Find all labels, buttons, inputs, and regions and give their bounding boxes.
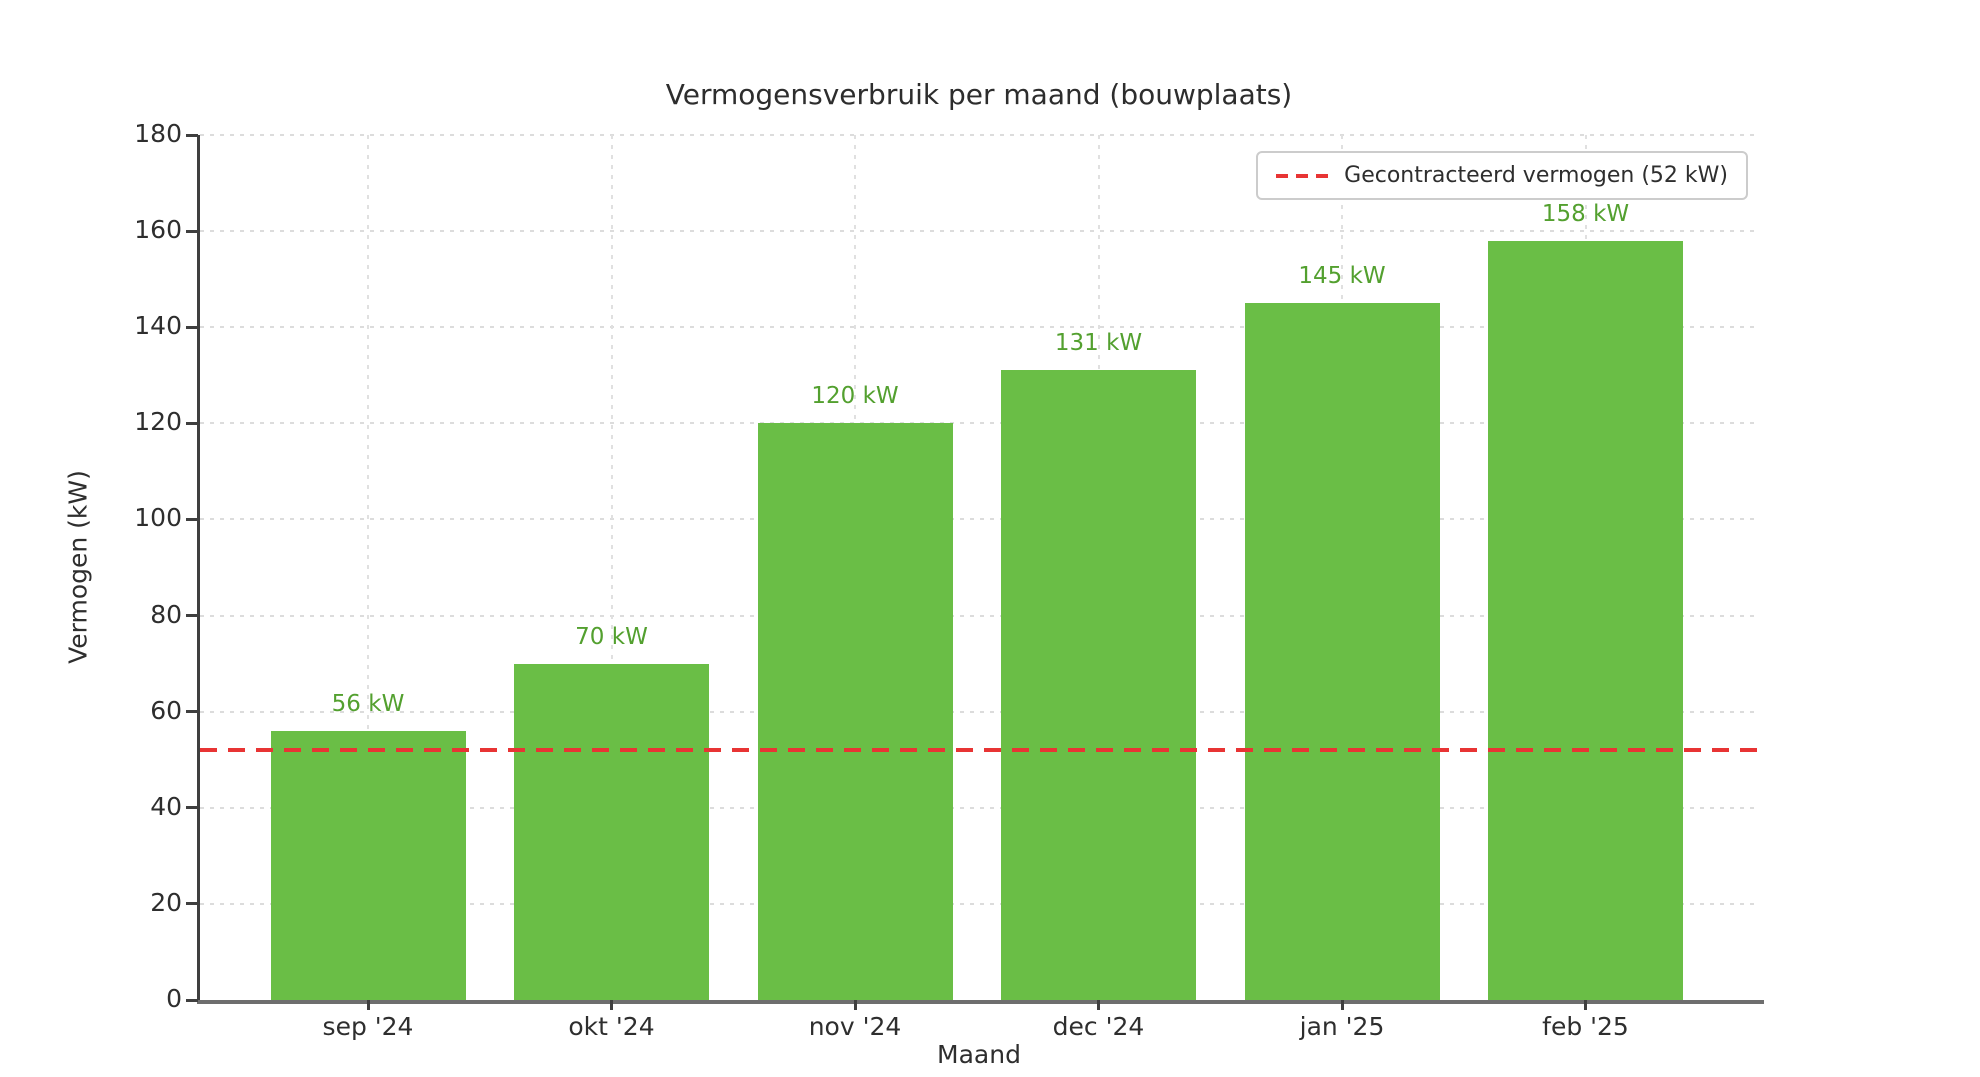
bar-value-label: 56 kW [331, 690, 405, 717]
x-tick-label: okt '24 [568, 1012, 655, 1041]
x-tick-mark [366, 1000, 370, 1010]
bar-value-label: 131 kW [1054, 330, 1143, 357]
y-tick-mark [186, 998, 198, 1002]
y-tick-mark [186, 710, 198, 714]
bar [1001, 370, 1196, 1000]
y-tick-mark [186, 325, 198, 329]
y-tick-label: 60 [150, 695, 182, 725]
horizontal-gridline [200, 902, 1758, 905]
vertical-gridline [610, 135, 613, 1000]
bar [1244, 303, 1440, 1000]
x-tick-label: feb '25 [1542, 1012, 1629, 1041]
legend-label: Gecontracteerd vermogen (52 kW) [1344, 163, 1728, 188]
y-axis-label: Vermogen (kW) [63, 470, 93, 664]
x-axis-label: Maand [937, 1040, 1021, 1069]
y-tick-label: 140 [134, 311, 182, 341]
bar [757, 423, 953, 1000]
bar [1488, 240, 1683, 1000]
chart-title: Vermogensverbruik per maand (bouwplaats) [665, 78, 1293, 111]
horizontal-gridline [200, 710, 1758, 713]
x-tick-label: dec '24 [1052, 1012, 1145, 1041]
bar-value-label: 70 kW [575, 623, 648, 650]
bar-value-label: 145 kW [1298, 263, 1386, 290]
dashed-line-icon [1276, 173, 1329, 178]
contracted-power-line [200, 748, 1758, 753]
y-tick-label: 20 [150, 887, 182, 917]
legend: Gecontracteerd vermogen (52 kW) [1256, 151, 1748, 200]
horizontal-gridline [200, 422, 1758, 425]
bar [514, 663, 709, 1000]
y-tick-mark [186, 614, 198, 618]
horizontal-gridline [200, 230, 1758, 233]
x-tick-mark [853, 1000, 857, 1010]
x-tick-mark [610, 1000, 613, 1010]
x-axis-spine [197, 1000, 1764, 1004]
x-tick-label: sep '24 [322, 1012, 414, 1041]
bar [270, 730, 466, 1000]
y-tick-label: 160 [134, 215, 182, 245]
y-tick-mark [186, 517, 198, 521]
y-tick-label: 0 [166, 984, 182, 1013]
y-tick-label: 120 [134, 407, 182, 437]
x-tick-label: nov '24 [808, 1012, 902, 1041]
y-tick-label: 180 [134, 119, 182, 148]
y-tick-mark [186, 806, 198, 810]
bar-value-label: 120 kW [811, 383, 899, 410]
y-tick-mark [186, 902, 198, 906]
x-tick-mark [1097, 1000, 1100, 1010]
x-tick-mark [1584, 1000, 1587, 1010]
y-tick-mark [186, 421, 198, 425]
horizontal-gridline [200, 134, 1758, 136]
horizontal-gridline [200, 806, 1758, 809]
y-tick-mark [186, 229, 198, 233]
y-tick-label: 100 [134, 503, 182, 533]
horizontal-gridline [200, 614, 1758, 617]
x-tick-label: jan '25 [1299, 1012, 1385, 1041]
bar-value-label: 158 kW [1541, 200, 1630, 227]
horizontal-gridline [200, 518, 1758, 521]
vertical-gridline [367, 135, 369, 1000]
x-tick-mark [1340, 1000, 1344, 1010]
y-tick-label: 40 [150, 791, 182, 821]
y-tick-label: 80 [150, 599, 182, 629]
y-tick-mark [186, 133, 198, 137]
plot-area: 56 kW 70 kW 120 kW 131 kW 145 kW 158 kW [200, 134, 1758, 1000]
horizontal-gridline [200, 326, 1758, 329]
y-axis-spine [197, 135, 200, 1004]
